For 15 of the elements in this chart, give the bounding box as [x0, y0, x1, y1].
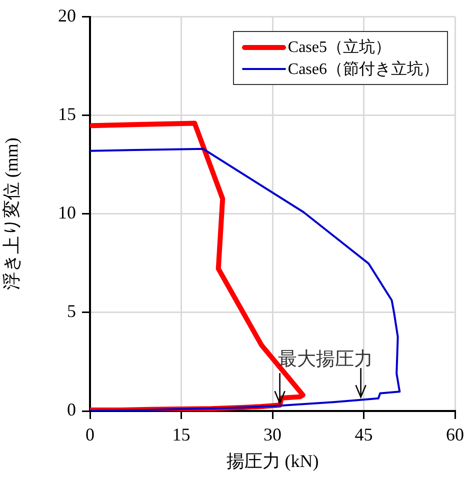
legend-label: Case6（節付き立坑）: [288, 60, 439, 80]
annotation: 最大揚圧力: [278, 349, 373, 370]
y-tick-label: 15: [58, 104, 76, 124]
x-axis-title: 揚圧力 (kN): [226, 450, 319, 471]
x-tick-label: 30: [264, 424, 282, 445]
x-tick-label: 60: [446, 424, 464, 445]
x-tick-label: 0: [86, 424, 94, 445]
y-tick-label: 0: [67, 400, 76, 420]
y-tick-label: 5: [67, 301, 76, 322]
y-tick-label: 20: [58, 6, 76, 26]
x-tick-label: 45: [354, 424, 373, 445]
y-tick-label: 10: [58, 202, 76, 223]
y-axis-title: 浮き上り変位 (mm): [2, 138, 22, 290]
legend-label: Case5（立坑）: [288, 38, 391, 58]
x-tick-label: 15: [172, 424, 190, 445]
